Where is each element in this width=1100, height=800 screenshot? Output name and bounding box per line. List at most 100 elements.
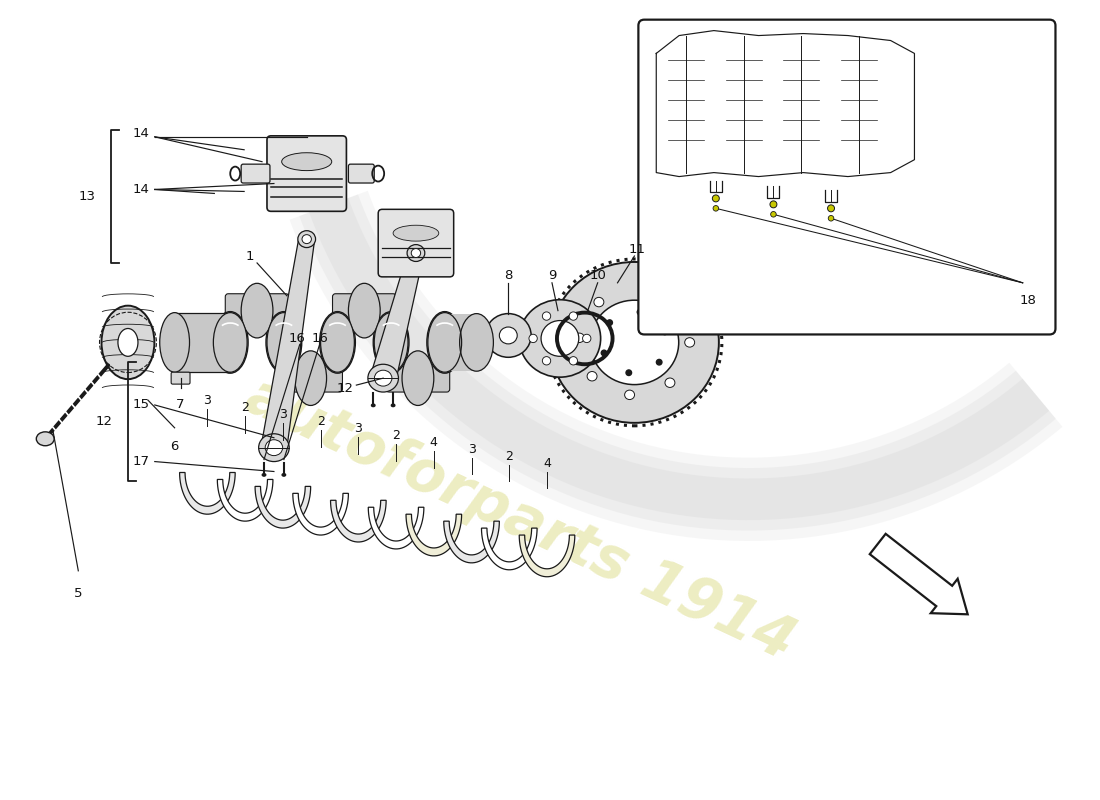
Ellipse shape [625,390,635,399]
Text: 16: 16 [311,332,328,345]
Text: 3: 3 [468,443,475,456]
FancyBboxPatch shape [349,164,374,183]
Ellipse shape [672,304,682,314]
Circle shape [770,201,777,208]
Polygon shape [293,494,349,535]
Polygon shape [218,479,273,521]
Text: 5: 5 [74,586,82,600]
Ellipse shape [639,286,649,295]
Polygon shape [255,486,310,528]
FancyBboxPatch shape [386,358,450,392]
Circle shape [542,312,551,320]
Circle shape [583,334,591,342]
Ellipse shape [298,230,316,247]
Text: 18: 18 [1020,294,1036,307]
Text: 1: 1 [245,250,254,262]
Circle shape [602,350,607,356]
Ellipse shape [594,298,604,307]
FancyBboxPatch shape [378,210,453,277]
Text: 15: 15 [132,398,150,411]
Ellipse shape [267,313,300,372]
Polygon shape [443,521,499,563]
FancyBboxPatch shape [172,372,190,384]
Ellipse shape [428,313,462,372]
Text: 11: 11 [629,242,646,255]
Ellipse shape [460,314,494,371]
Ellipse shape [213,313,248,372]
Circle shape [569,312,578,320]
Ellipse shape [519,300,601,377]
Ellipse shape [684,338,694,347]
Polygon shape [519,535,575,577]
Circle shape [713,195,719,202]
Ellipse shape [550,262,719,423]
Polygon shape [175,313,230,372]
Ellipse shape [295,351,327,406]
Text: 8: 8 [504,270,513,282]
Ellipse shape [407,245,425,262]
Ellipse shape [374,313,408,372]
Text: 7: 7 [176,398,185,411]
Text: 9: 9 [548,270,557,282]
Polygon shape [406,514,462,556]
Text: 4: 4 [543,457,551,470]
Text: 14: 14 [132,127,150,140]
Text: 17: 17 [132,455,150,468]
Text: 2: 2 [241,402,249,414]
Ellipse shape [118,329,138,356]
Ellipse shape [320,312,355,373]
Polygon shape [870,534,968,614]
Ellipse shape [541,321,579,356]
Ellipse shape [590,300,679,385]
Circle shape [827,205,835,212]
Text: 6: 6 [170,440,179,453]
Ellipse shape [212,312,249,373]
Text: 10: 10 [590,270,606,282]
Polygon shape [444,314,478,371]
Ellipse shape [266,312,301,373]
Polygon shape [368,507,424,549]
Circle shape [626,370,631,375]
Circle shape [542,357,551,365]
Ellipse shape [241,283,273,338]
Polygon shape [482,528,537,570]
Circle shape [569,357,578,365]
Ellipse shape [262,474,266,476]
Ellipse shape [302,234,311,243]
Ellipse shape [320,313,354,372]
Ellipse shape [349,283,381,338]
Ellipse shape [367,364,398,392]
Polygon shape [371,251,424,382]
Ellipse shape [411,249,420,258]
Text: 3: 3 [204,394,211,407]
Text: autoforparts 1914: autoforparts 1914 [236,367,803,671]
Text: 12: 12 [337,382,353,394]
Ellipse shape [587,371,597,381]
Circle shape [607,320,613,326]
Circle shape [828,215,834,221]
Circle shape [662,329,668,334]
Circle shape [771,211,777,217]
Text: 12: 12 [96,415,113,428]
Ellipse shape [499,327,517,344]
Ellipse shape [392,404,395,406]
Text: 14: 14 [132,183,150,196]
Ellipse shape [373,312,409,373]
FancyBboxPatch shape [267,136,346,211]
Text: 16: 16 [288,332,305,345]
FancyBboxPatch shape [226,294,289,327]
Ellipse shape [101,306,154,379]
Ellipse shape [258,434,289,462]
Ellipse shape [36,432,54,446]
Text: 13: 13 [78,190,96,203]
FancyBboxPatch shape [241,164,270,183]
Circle shape [657,359,662,365]
Text: 3: 3 [354,422,362,435]
FancyBboxPatch shape [332,294,396,327]
Ellipse shape [393,226,439,241]
Ellipse shape [427,312,463,373]
Circle shape [637,310,642,315]
Ellipse shape [402,351,433,406]
Polygon shape [261,238,315,450]
Ellipse shape [374,370,392,386]
